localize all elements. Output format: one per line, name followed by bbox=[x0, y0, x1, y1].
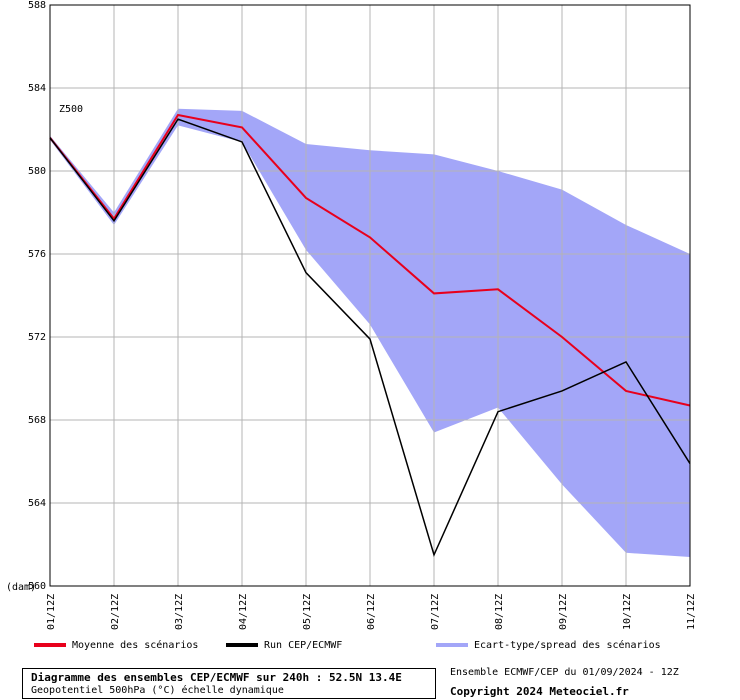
y-tick-label: 572 bbox=[28, 332, 46, 343]
run-series-line bbox=[49, 118, 691, 558]
ensemble-chart: 560 564 568 572 576 580 584 588 01/12Z 02/12Z 03/… bbox=[6, 0, 697, 630]
x-tick-label: 03/12Z bbox=[174, 594, 185, 630]
chart-title: Diagramme des ensembles CEP/ECMWF sur 24… bbox=[31, 671, 402, 684]
legend-item-mean: Moyenne des scénarios bbox=[34, 640, 198, 651]
mean-series-line bbox=[49, 113, 691, 407]
y-tick-label: 588 bbox=[28, 0, 46, 11]
mean-swatch bbox=[34, 643, 66, 647]
y-tick-label: 576 bbox=[28, 249, 46, 260]
run-info-block: Ensemble ECMWF/CEP du 01/09/2024 - 12Z C… bbox=[450, 666, 679, 700]
x-tick-label: 09/12Z bbox=[558, 594, 569, 630]
x-tick-label: 11/12Z bbox=[686, 594, 697, 630]
y-tick-label: 560 bbox=[28, 581, 46, 592]
x-tick-label: 06/12Z bbox=[366, 594, 377, 630]
y-tick-label: 568 bbox=[28, 415, 46, 426]
x-tick-label: 07/12Z bbox=[430, 594, 441, 630]
legend-run-label: Run CEP/ECMWF bbox=[264, 640, 343, 651]
copyright: Copyright 2024 Meteociel.fr bbox=[450, 685, 629, 698]
legend-item-run: Run CEP/ECMWF bbox=[226, 640, 342, 651]
x-axis-ticks: 01/12Z 02/12Z 03/12Z 04/12Z 05/12Z 06/12Z 07/1… bbox=[46, 594, 697, 630]
x-tick-label: 10/12Z bbox=[622, 594, 633, 630]
legend-mean-label: Moyenne des scénarios bbox=[72, 640, 199, 651]
legend-spread-label: Ecart-type/spread des scénarios bbox=[474, 640, 661, 651]
run-swatch bbox=[226, 643, 258, 647]
x-tick-label: 05/12Z bbox=[302, 594, 313, 630]
legend-item-spread: Ecart-type/spread des scénarios bbox=[436, 640, 661, 651]
spread-swatch bbox=[436, 643, 468, 647]
chart-subtitle: Geopotentiel 500hPa (°C) échelle dynamiq… bbox=[31, 685, 284, 696]
x-tick-label: 01/12Z bbox=[46, 594, 57, 630]
y-tick-label: 564 bbox=[28, 498, 46, 509]
y-axis-ticks: 560 564 568 572 576 580 584 588 bbox=[28, 0, 46, 592]
chart-info-box: Diagramme des ensembles CEP/ECMWF sur 24… bbox=[22, 668, 436, 699]
x-tick-label: 08/12Z bbox=[494, 594, 505, 630]
x-tick-label: 02/12Z bbox=[110, 594, 121, 630]
y-tick-label: 580 bbox=[28, 166, 46, 177]
y-axis-label: (dam) bbox=[6, 582, 36, 593]
run-info: Ensemble ECMWF/CEP du 01/09/2024 - 12Z bbox=[450, 667, 679, 678]
y-tick-label: 584 bbox=[28, 83, 46, 94]
spread-band bbox=[50, 108, 690, 557]
x-tick-label: 04/12Z bbox=[238, 594, 249, 630]
field-annotation: Z500 bbox=[59, 104, 83, 115]
plot-frame bbox=[49, 4, 691, 587]
